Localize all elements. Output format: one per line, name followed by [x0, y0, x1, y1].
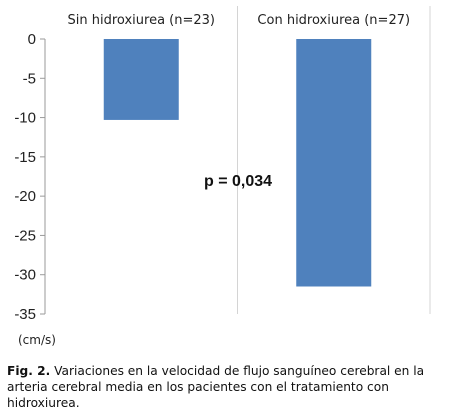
category-label-1: Sin hidroxiurea (n=23) — [68, 13, 215, 28]
figure-caption: Fig. 2. Variaciones en la velocidad de f… — [7, 363, 462, 411]
y-tick-label: -30 — [14, 267, 36, 284]
y-axis-ticks: 0 -5 -10 -15 -20 -25 -30 -35 — [14, 31, 45, 323]
y-tick-label: -15 — [14, 149, 36, 166]
category-labels: Sin hidroxiurea (n=23) Con hidroxiurea (n… — [68, 13, 411, 28]
y-tick-label: -10 — [14, 110, 36, 127]
bars-layer — [103, 39, 372, 287]
y-tick-label: 0 — [28, 31, 36, 48]
y-tick-label: -35 — [14, 306, 36, 323]
bar-1 — [103, 39, 179, 120]
p-value-annotation: p = 0,034 — [204, 173, 272, 190]
caption-text: Variaciones en la velocidad de flujo san… — [7, 364, 425, 410]
y-axis-unit-label: (cm/s) — [18, 333, 56, 347]
y-tick-label: -20 — [14, 188, 36, 205]
category-label-2: Con hidroxiurea (n=27) — [257, 13, 410, 28]
bar-2 — [296, 39, 372, 287]
y-tick-label: -5 — [23, 70, 36, 87]
grid-layer — [237, 6, 431, 314]
y-tick-label: -25 — [14, 227, 36, 244]
caption-label: Fig. 2. — [7, 364, 51, 378]
bar-chart: 0 -5 -10 -15 -20 -25 -30 -35 Sin hidroxiurea (n… — [14, 6, 431, 347]
